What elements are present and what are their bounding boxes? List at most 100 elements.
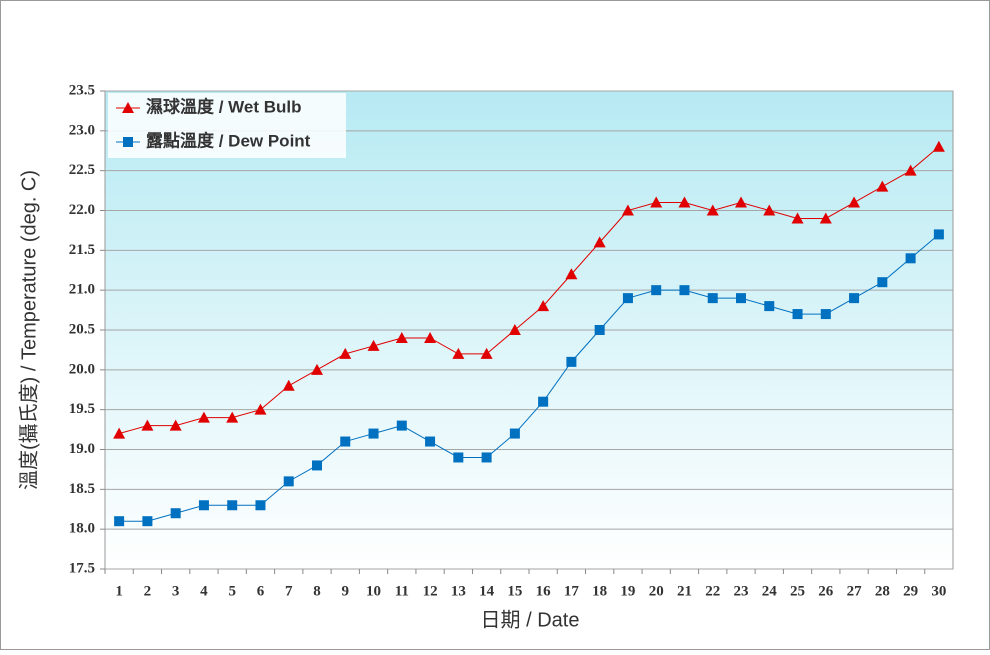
x-tick-label: 18 [592, 583, 607, 599]
y-tick-label: 21.0 [69, 282, 95, 298]
x-tick-label: 11 [395, 583, 409, 599]
marker [425, 436, 436, 447]
x-tick-label: 20 [649, 583, 664, 599]
legend: 濕球溫度 / Wet Bulb 露點溫度 / Dew Point [116, 96, 311, 150]
marker [735, 196, 747, 208]
marker [169, 419, 182, 431]
y-tick-label: 21.5 [69, 242, 95, 258]
y-tick-label: 18.0 [69, 521, 95, 537]
y-tick-label: 23.5 [69, 82, 95, 98]
x-tick-label: 17 [564, 583, 580, 599]
marker [932, 140, 945, 152]
marks [113, 140, 945, 527]
y-tick-label: 19.5 [69, 401, 95, 417]
x-tick-label: 3 [172, 583, 180, 599]
marker [537, 300, 550, 312]
x-tick-label: 13 [451, 583, 466, 599]
marker [282, 379, 295, 391]
marker [593, 236, 606, 248]
marker [508, 324, 521, 335]
marker [848, 196, 861, 208]
marker [141, 419, 154, 431]
x-tick-label: 23 [734, 583, 749, 599]
marker [340, 436, 351, 447]
y-tick-label: 23.0 [69, 122, 95, 138]
x-tick-label: 16 [536, 583, 552, 599]
x-tick-label: 8 [313, 583, 321, 599]
x-tick-label: 21 [677, 583, 692, 599]
legend-label: 濕球溫度 / Wet Bulb [146, 96, 302, 116]
marker [819, 212, 832, 224]
legend-box [108, 93, 346, 158]
marker [763, 204, 776, 216]
x-tick-label: 15 [507, 583, 522, 599]
marker [876, 180, 889, 192]
x-tick-label: 2 [144, 583, 152, 599]
y-axis-label: 溫度(攝氏度) / Temperature (deg. C) [17, 170, 40, 490]
y-tick-label: 17.5 [69, 560, 95, 576]
marker [311, 363, 323, 375]
marker [312, 460, 322, 471]
marker [706, 204, 719, 216]
marker [621, 204, 634, 216]
x-tick-label: 22 [705, 583, 720, 599]
marker [254, 403, 267, 415]
x-tick-label: 30 [931, 583, 946, 599]
x-tick-label: 6 [257, 583, 265, 599]
marker [227, 500, 238, 511]
y-tick-label: 20.5 [69, 321, 95, 337]
marker [509, 428, 520, 439]
grid: 17.5 18.0 18.5 19.0 19.5 20.0 20.5 21.0 21.5 22.0… [69, 82, 953, 599]
marker [566, 356, 577, 367]
marker [396, 420, 407, 431]
marker [679, 285, 690, 296]
marker [820, 309, 831, 320]
x-tick-label: 29 [903, 583, 918, 599]
marker [123, 137, 133, 147]
x-tick-label: 10 [366, 583, 381, 599]
marker [122, 102, 134, 113]
marker [113, 427, 126, 439]
marker [849, 293, 860, 304]
x-tick-label: 28 [875, 583, 890, 599]
y-tick-label: 19.0 [69, 441, 95, 457]
x-tick-label: 27 [847, 583, 863, 599]
x-tick-label: 4 [200, 583, 208, 599]
marker [481, 452, 492, 463]
marker [678, 196, 691, 208]
marker [904, 164, 917, 176]
x-tick-label: 25 [790, 583, 805, 599]
marker [650, 196, 663, 208]
x-tick-label: 9 [342, 583, 350, 599]
marker [226, 411, 239, 423]
marker [367, 339, 380, 351]
marker [424, 331, 437, 343]
legend-label: 露點溫度 / Dew Point [146, 130, 311, 150]
marker [170, 508, 181, 519]
marker [707, 293, 718, 304]
marker [792, 309, 803, 320]
series-line [118, 146, 940, 435]
marker [453, 452, 464, 463]
marker [480, 347, 493, 359]
x-tick-label: 12 [423, 583, 438, 599]
marker [933, 229, 944, 240]
marker [538, 396, 549, 407]
marker [283, 476, 294, 487]
marker [565, 268, 578, 280]
marker [142, 516, 153, 527]
x-tick-label: 14 [479, 583, 495, 599]
marker [905, 253, 916, 264]
marker [339, 347, 352, 359]
marker [622, 293, 633, 304]
marker [197, 411, 210, 423]
y-tick-label: 22.0 [69, 202, 95, 218]
marker [651, 285, 662, 296]
marker [395, 331, 408, 343]
x-tick-label: 5 [228, 583, 236, 599]
marker [736, 293, 746, 304]
x-tick-label: 24 [762, 583, 778, 599]
marker [368, 428, 379, 439]
x-tick-label: 26 [818, 583, 834, 599]
